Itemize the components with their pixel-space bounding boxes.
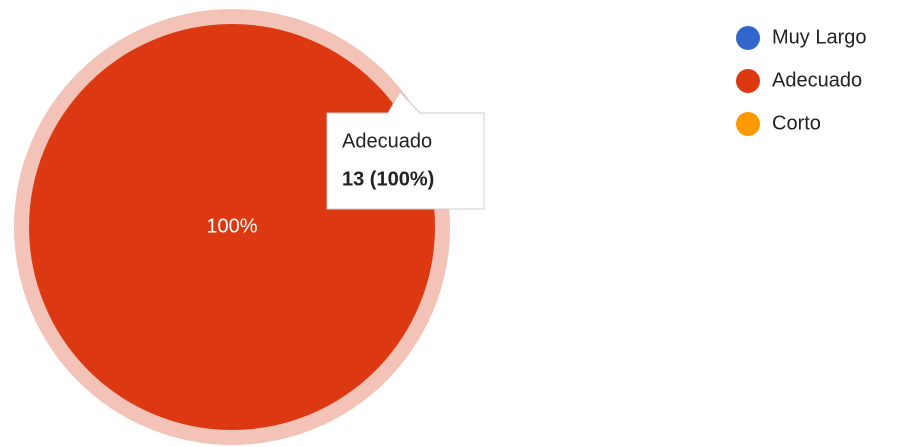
- tooltip-label: Adecuado: [342, 130, 432, 152]
- tooltip: Adecuado 13 (100%): [326, 91, 485, 210]
- tooltip-box: [326, 91, 485, 210]
- legend-swatch: [736, 69, 760, 93]
- pie: 100%: [14, 9, 450, 445]
- legend-swatch: [736, 112, 760, 136]
- tooltip-value: 13 (100%): [342, 168, 434, 190]
- slice-label: 100%: [206, 215, 257, 237]
- legend: Muy Largo Adecuado Corto: [736, 26, 867, 136]
- legend-label: Corto: [772, 112, 821, 134]
- legend-swatch: [736, 26, 760, 50]
- legend-label: Adecuado: [772, 69, 862, 91]
- legend-label: Muy Largo: [772, 26, 867, 48]
